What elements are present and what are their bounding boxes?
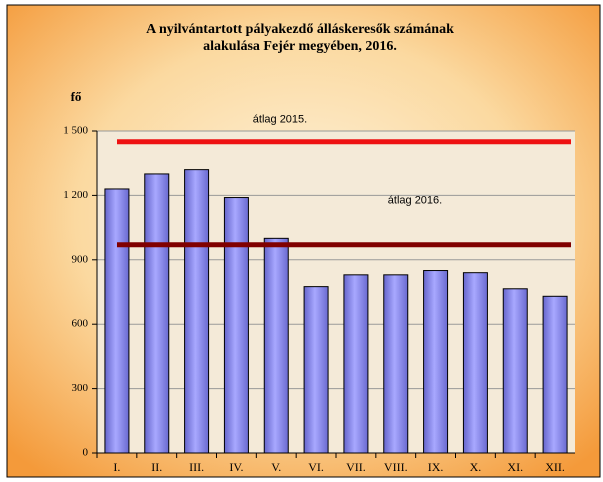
y-axis-label: fő (71, 89, 82, 104)
x-tick-label: VIII. (384, 460, 408, 474)
y-tick-label: 1 500 (63, 125, 88, 137)
bar (184, 169, 210, 454)
x-tick-label: IV. (229, 460, 243, 474)
x-tick-label: III. (189, 460, 204, 474)
x-tick-label: VII. (346, 460, 366, 474)
bar (263, 237, 289, 454)
chart-title: A nyilvántartott pályakezdő álláskeresők… (146, 22, 454, 37)
y-tick-label: 300 (72, 382, 89, 394)
y-tick-label: 1 200 (63, 189, 88, 201)
bar (502, 288, 528, 454)
x-tick-label: VI. (308, 460, 324, 474)
plot-area (97, 131, 575, 453)
y-tick-label: 600 (72, 318, 89, 330)
x-tick-label: I. (113, 460, 120, 474)
x-tick-label: V. (271, 460, 281, 474)
y-tick-label: 0 (83, 447, 89, 459)
bar (104, 188, 130, 454)
x-tick-label: II. (151, 460, 162, 474)
x-tick-label: XI. (507, 460, 523, 474)
x-tick-label: X. (470, 460, 482, 474)
bar (423, 270, 449, 454)
y-tick-label: 900 (72, 253, 89, 265)
chart-title: alakulása Fejér megyében, 2016. (203, 39, 397, 54)
bar (144, 173, 170, 454)
reference-label: átlag 2015. (253, 114, 307, 126)
bar (542, 295, 568, 454)
bar (303, 286, 329, 454)
bar (462, 272, 488, 454)
reference-label: átlag 2016. (388, 195, 442, 207)
x-tick-label: XII. (545, 460, 565, 474)
x-tick-label: IX. (428, 460, 444, 474)
bar (383, 274, 409, 454)
bar (343, 274, 369, 454)
bar (223, 197, 249, 454)
